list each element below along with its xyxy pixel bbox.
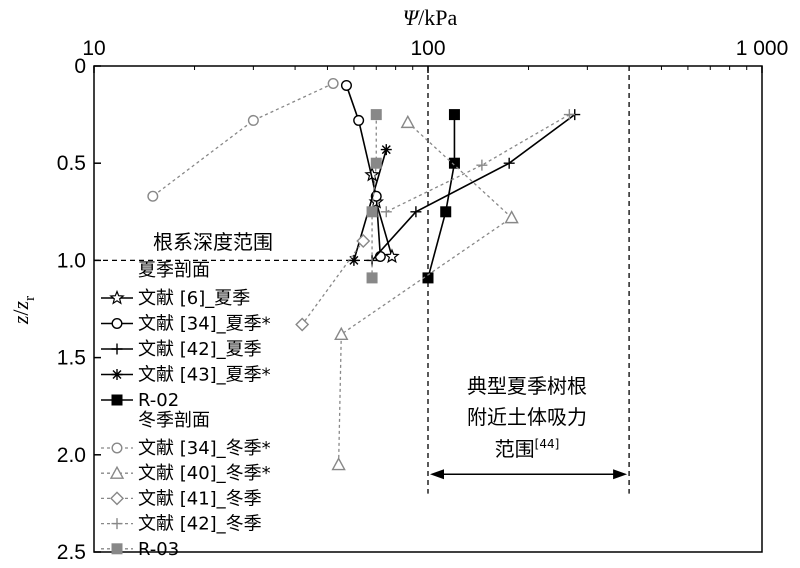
series-5-point-3 [440,206,452,218]
x-tick-label: 100 [410,37,445,60]
series-6-point-3 [147,190,159,202]
x-tick-label: 1 000 [736,37,789,60]
series-9-point-3 [380,206,392,218]
series-5-point-1 [448,109,460,121]
series-8-point-1 [356,233,371,248]
series-10 [366,109,382,284]
legend-swatch-marker [111,442,123,454]
legend-entry-10: R-03 [101,539,179,560]
series-3 [366,109,581,266]
series-8-point-2 [295,317,310,332]
series-7 [331,114,519,471]
series-5 [422,109,460,284]
series-2 [340,79,386,263]
legend-label: 文献 [41]_冬季 [138,488,262,509]
legend-summer-header: 夏季剖面 [138,260,210,281]
legend-swatch-marker [111,543,123,555]
y-tick-label: 2.0 [57,444,86,467]
series-6-point-1 [327,77,339,89]
series-2-point-2 [353,114,365,126]
summer-range-arrow-left-head [430,469,444,480]
series-7-point-4 [331,457,346,471]
x-axis-title: Ψ/kPa [403,5,458,30]
series-8 [295,233,371,332]
series-4 [348,144,392,266]
series-3-point-3 [410,206,422,218]
series-7-point-3 [334,326,349,340]
y-tick-label: 2.5 [57,541,86,564]
y-tick-label: 1.0 [57,249,86,272]
series-10-point-3 [366,206,378,218]
legend-swatch-marker [111,318,123,330]
legend-winter-header: 冬季剖面 [138,410,210,431]
summer-range-arrow-right-head [613,469,628,480]
series-3-point-2 [503,157,515,169]
series-6 [147,77,339,202]
legend-swatch-marker [110,491,124,506]
legend-swatch-marker [111,369,123,380]
legend-swatch-marker [111,343,123,355]
summer-range-label-line1: 典型夏季树根 [467,374,587,398]
series-9-point-2 [476,159,488,171]
series-9-point-1 [563,109,575,121]
series-4-point-2 [348,254,360,266]
series-2-line [345,85,382,257]
legend-entry-3: 文献 [42]_夏季 [101,339,262,360]
legend-label: R-03 [138,539,179,560]
legend-entry-7: 文献 [40]_冬季* [101,463,271,484]
legend-entry-1: 文献 [6]_夏季 [101,288,250,309]
series-7-point-1 [400,114,415,129]
y-axis-title: z/zr [8,296,38,325]
annotations: 根系深度范围 典型夏季树根 附近土体吸力 范围[44] [94,66,630,494]
series-6-line [152,82,334,197]
legend-swatch-marker [109,465,125,479]
series-4-point-1 [380,144,392,156]
series-1-point-3 [384,248,400,264]
series-10-point-4 [366,272,378,284]
series-2-point-1 [340,79,352,91]
y-tick-label: 1.5 [57,347,86,370]
legend-entry-6: 文献 [34]_冬季* [101,438,271,459]
y-tick-label: 0.5 [57,152,86,175]
legend-label: R-02 [138,390,179,411]
legend-entry-9: 文献 [42]_冬季 [101,514,262,535]
summer-range-label-line3: 范围[44] [495,437,560,461]
legend-label: 文献 [34]_冬季* [138,438,271,459]
data-series [147,77,581,471]
axis-ticks: 10 100 1 000 0 0.5 1.0 1.5 2.0 2.5 [57,37,788,564]
x-tick-label: 10 [82,37,105,60]
summer-range-label-line2: 附近土体吸力 [467,405,587,429]
series-6-point-2 [247,114,259,126]
legend-label: 文献 [6]_夏季 [138,288,250,309]
legend-swatch-marker [111,518,123,530]
series-8-line [301,240,364,325]
legend-label: 文献 [42]_冬季 [138,514,262,535]
legend-entry-8: 文献 [41]_冬季 [101,488,262,509]
series-5-line [427,114,456,279]
legend-swatch-marker [111,394,123,406]
series-9 [380,109,575,218]
legend-label: 文献 [43]_夏季* [138,365,271,386]
legend-entry-5: R-02 [101,390,179,411]
legend-label: 文献 [40]_冬季* [138,463,271,484]
series-9-line [385,114,570,213]
series-3-line [371,113,576,261]
legend-swatch-marker [109,289,125,305]
legend-label: 文献 [34]_夏季* [138,314,271,335]
root-depth-label: 根系深度范围 [153,230,273,254]
legend-entry-2: 文献 [34]_夏季* [101,314,271,335]
series-5-point-2 [448,157,460,169]
legend-label: 文献 [42]_夏季 [138,339,262,360]
series-10-line [371,114,377,278]
legend-entry-4: 文献 [43]_夏季* [101,365,271,386]
series-7-point-2 [504,210,519,224]
series-10-point-2 [370,157,382,169]
y-tick-label: 0 [74,55,86,78]
series-10-point-1 [370,109,382,121]
